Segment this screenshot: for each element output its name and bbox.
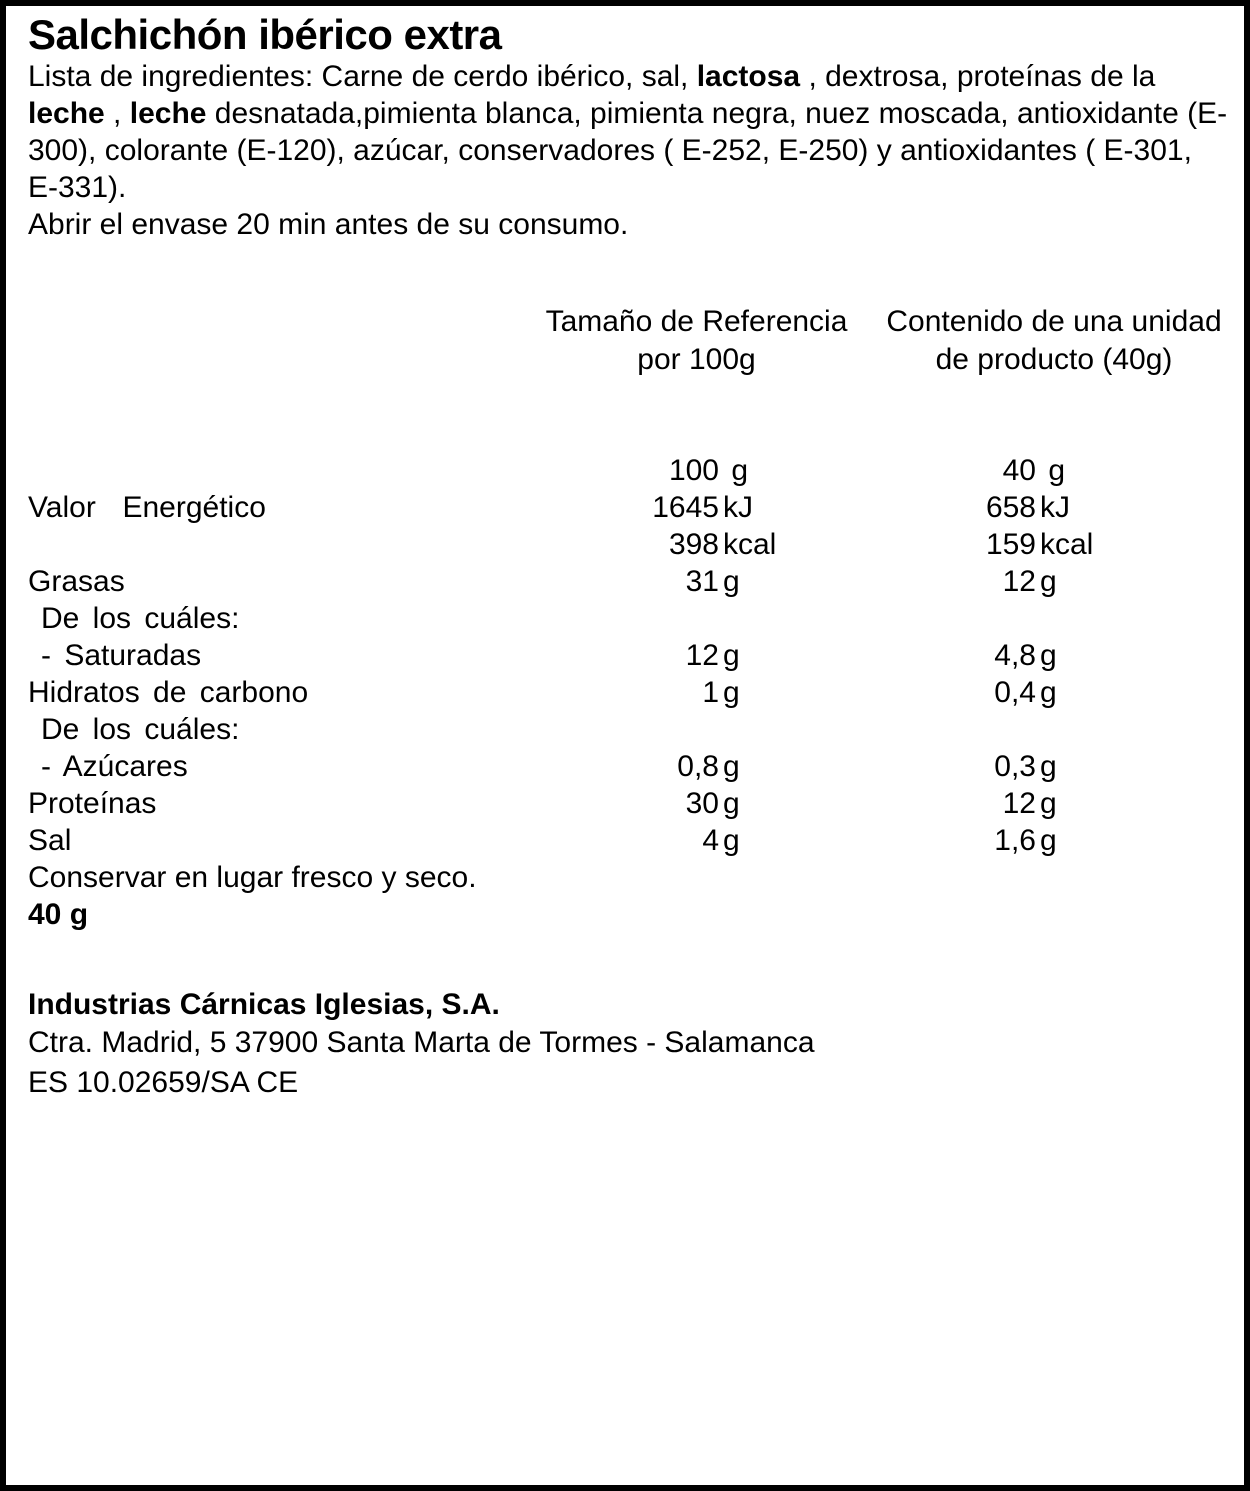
- per-unit-value: [839, 711, 1036, 748]
- nutrition-row: - Saturadas 12 g 4,8 g: [28, 637, 1230, 674]
- storage-note: Conservar en lugar fresco y seco.: [28, 861, 477, 894]
- per-unit-value: 159: [985, 528, 1036, 561]
- per-unit-value: 40: [1002, 454, 1036, 487]
- per100g-value: [468, 600, 719, 637]
- per-unit-unit: [1036, 711, 1230, 748]
- per100g-unit: kJ: [723, 491, 753, 524]
- column-header-per-unit: Contenido de una unidad de producto (40g…: [878, 303, 1230, 379]
- nutrition-row: De los cuáles:: [28, 711, 1230, 748]
- nutrition-row: 398 kcal 159 kcal: [28, 526, 1230, 563]
- per-unit-unit: kcal: [1040, 528, 1094, 561]
- column-header-per-100g: Tamaño de Referencia por 100g: [538, 303, 855, 379]
- per100g-value: 398: [668, 528, 719, 561]
- per100g-value: 0,8: [677, 750, 719, 783]
- product-title: Salchichón ibérico extra: [28, 11, 502, 58]
- row-label: Valor Energético: [28, 491, 266, 524]
- column-header-per-100g-line1: Tamaño de Referencia: [545, 305, 848, 338]
- per100g-value: [468, 711, 719, 748]
- manufacturer-registration: ES 10.02659/SA CE: [28, 1066, 299, 1099]
- row-label: - Azúcares: [41, 750, 188, 783]
- column-header-per-unit-line1: Contenido de una unidad: [886, 305, 1222, 338]
- per100g-value: 4: [702, 824, 719, 857]
- per100g-value: 100: [668, 454, 719, 487]
- per100g-value: 31: [685, 565, 719, 598]
- per-unit-value: 658: [985, 491, 1036, 524]
- per100g-value: 30: [685, 787, 719, 820]
- nutrition-row: Sal 4 g 1,6 g: [28, 822, 1230, 859]
- per100g-value: 1: [702, 676, 719, 709]
- manufacturer-address: Ctra. Madrid, 5 37900 Santa Marta de Tor…: [28, 1026, 815, 1059]
- row-label: Grasas: [28, 565, 125, 598]
- row-label: [28, 452, 468, 489]
- ingredients-paragraph: Lista de ingredientes: Carne de cerdo ib…: [28, 58, 1230, 206]
- usage-note: Abrir el envase 20 min antes de su consu…: [28, 208, 629, 241]
- allergen-emphasis: leche: [28, 97, 105, 130]
- row-label: - Saturadas: [41, 639, 202, 672]
- per100g-unit: g: [723, 787, 740, 820]
- ingredient-text: Lista de ingredientes: Carne de cerdo ib…: [28, 60, 697, 93]
- per100g-unit: g: [723, 750, 740, 783]
- row-label: Hidratos de carbono: [28, 676, 309, 709]
- row-label: De los cuáles:: [41, 602, 240, 635]
- per-unit-value: 12: [1002, 565, 1036, 598]
- row-label: De los cuáles:: [41, 713, 240, 746]
- manufacturer-name: Industrias Cárnicas Iglesias, S.A.: [28, 988, 500, 1021]
- per-unit-value: 0,3: [994, 750, 1036, 783]
- nutrition-row: Proteínas 30 g 12 g: [28, 785, 1230, 822]
- per100g-unit: g: [723, 565, 740, 598]
- per-unit-unit: g: [1040, 787, 1057, 820]
- row-label: [28, 526, 468, 563]
- per100g-unit: kcal: [723, 528, 777, 561]
- per100g-value: 12: [685, 639, 719, 672]
- per-unit-value: 12: [1002, 787, 1036, 820]
- nutrition-row: De los cuáles:: [28, 600, 1230, 637]
- per-unit-unit: g: [1040, 454, 1066, 487]
- per100g-unit: g: [723, 824, 740, 857]
- nutrition-row: Valor Energético 1645 kJ 658 kJ: [28, 489, 1230, 526]
- nutrition-table: Tamaño de Referencia por 100g Contenido …: [28, 303, 1230, 859]
- ingredient-text: ,: [104, 97, 130, 130]
- per-unit-unit: g: [1040, 750, 1057, 783]
- per-unit-value: [839, 600, 1036, 637]
- row-label: Proteínas: [28, 787, 157, 820]
- per-unit-unit: g: [1040, 639, 1057, 672]
- per100g-value: 1645: [652, 491, 719, 524]
- per100g-unit: g: [723, 676, 740, 709]
- nutrition-row: Grasas 31 g 12 g: [28, 563, 1230, 600]
- per-unit-unit: kJ: [1040, 491, 1070, 524]
- allergen-emphasis: lactosa: [696, 60, 801, 93]
- nutrition-rows: 100 g 40 g Valor Energético 1645 kJ 658 kJ 398 k…: [28, 452, 1230, 859]
- manufacturer-block: Industrias Cárnicas Iglesias, S.A. Ctra.…: [28, 986, 1230, 1103]
- column-header-per-unit-line2: de producto (40g): [935, 343, 1173, 376]
- per-unit-unit: g: [1040, 824, 1057, 857]
- ingredient-text: desnatada,pimienta blanca, pimienta negr…: [28, 97, 1228, 204]
- nutrition-row: 100 g 40 g: [28, 452, 1230, 489]
- per-unit-unit: g: [1040, 676, 1057, 709]
- per100g-unit: [719, 600, 839, 637]
- per100g-unit: g: [723, 639, 740, 672]
- per-unit-unit: g: [1040, 565, 1057, 598]
- nutrition-row: - Azúcares 0,8 g 0,3 g: [28, 748, 1230, 785]
- per-unit-value: 4,8: [994, 639, 1036, 672]
- nutrition-row: Hidratos de carbono 1 g 0,4 g: [28, 674, 1230, 711]
- column-header-per-100g-line2: por 100g: [637, 343, 756, 376]
- ingredient-text: , dextrosa, proteínas de la: [800, 60, 1156, 93]
- per-unit-value: 0,4: [994, 676, 1036, 709]
- per-unit-unit: [1036, 600, 1230, 637]
- per100g-unit: [719, 711, 839, 748]
- per-unit-value: 1,6: [994, 824, 1036, 857]
- per100g-unit: g: [723, 454, 749, 487]
- net-weight: 40 g: [28, 898, 89, 931]
- nutrition-column-headers: Tamaño de Referencia por 100g Contenido …: [28, 303, 1230, 379]
- allergen-emphasis: leche: [129, 97, 207, 130]
- row-label: Sal: [28, 824, 72, 857]
